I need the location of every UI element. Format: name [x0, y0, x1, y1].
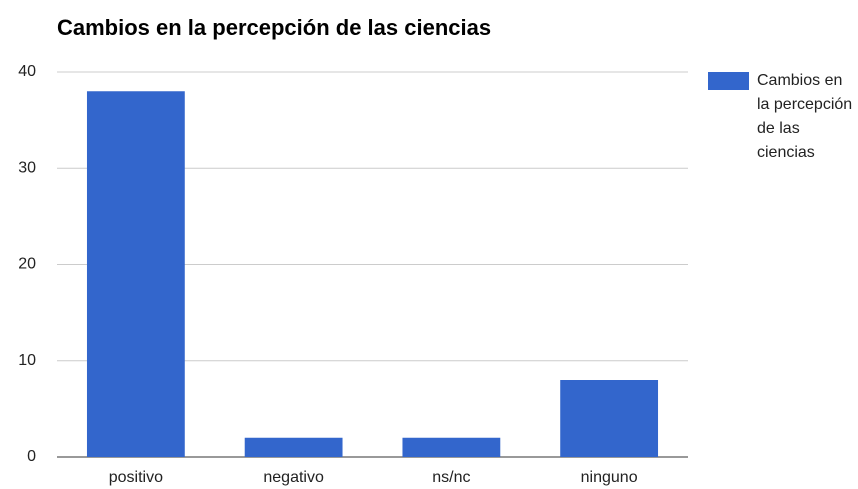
y-tick-label: 40 [18, 63, 36, 80]
chart-title: Cambios en la percepción de las ciencias [57, 15, 491, 40]
x-tick-label: positivo [109, 469, 163, 486]
bar [560, 380, 659, 457]
bar [244, 437, 343, 457]
legend-label: Cambios en la percepción de las ciencias [757, 72, 853, 161]
y-tick-label: 0 [27, 448, 36, 465]
y-tick-label: 10 [18, 352, 36, 369]
x-tick-label: ns/nc [432, 469, 470, 486]
bar [86, 91, 185, 457]
y-tick-label: 30 [18, 159, 36, 176]
x-tick-label: negativo [263, 469, 324, 486]
bar [402, 437, 501, 457]
x-tick-label: ninguno [581, 469, 638, 486]
legend-swatch [708, 72, 749, 90]
y-tick-label: 20 [18, 256, 36, 273]
